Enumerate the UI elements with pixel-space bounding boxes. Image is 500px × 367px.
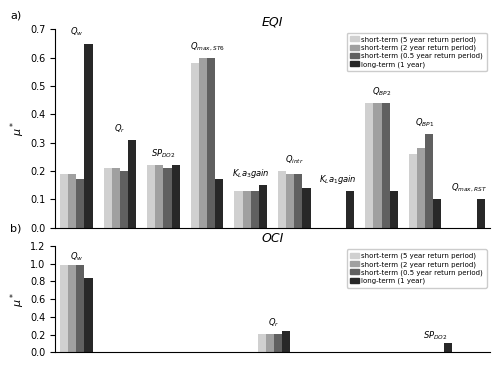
Bar: [258, 334, 266, 352]
Text: $Q_w$: $Q_w$: [70, 250, 83, 263]
Bar: [477, 199, 485, 228]
Bar: [417, 148, 425, 228]
Text: $Q_r$: $Q_r$: [268, 317, 280, 330]
Text: b): b): [10, 223, 22, 233]
Y-axis label: $\mu^*$: $\mu^*$: [8, 292, 27, 306]
Title: EQI: EQI: [262, 15, 283, 28]
Title: OCI: OCI: [262, 232, 283, 245]
Legend: short-term (5 year return period), short-term (2 year return period), short-term: short-term (5 year return period), short…: [346, 249, 486, 287]
Bar: [409, 154, 417, 228]
Bar: [433, 199, 442, 228]
Bar: [259, 185, 267, 228]
Bar: [120, 171, 128, 228]
Bar: [60, 174, 68, 228]
Bar: [104, 168, 112, 228]
Bar: [76, 265, 84, 352]
Bar: [112, 168, 120, 228]
Bar: [148, 165, 156, 228]
Text: $Q_{intr}$: $Q_{intr}$: [285, 153, 304, 166]
Text: $Q_{max,RST}$: $Q_{max,RST}$: [450, 182, 487, 194]
Bar: [234, 191, 242, 228]
Bar: [164, 168, 172, 228]
Bar: [278, 171, 286, 228]
Bar: [215, 179, 224, 228]
Bar: [425, 134, 433, 228]
Bar: [294, 174, 302, 228]
Bar: [68, 265, 76, 352]
Bar: [250, 191, 259, 228]
Bar: [76, 179, 84, 228]
Legend: short-term (5 year return period), short-term (2 year return period), short-term: short-term (5 year return period), short…: [346, 33, 486, 71]
Bar: [68, 174, 76, 228]
Text: $Q_{BP1}$: $Q_{BP1}$: [416, 116, 434, 129]
Bar: [302, 188, 310, 228]
Text: $SP_{DO2}$: $SP_{DO2}$: [151, 148, 176, 160]
Bar: [60, 265, 68, 352]
Bar: [274, 334, 282, 352]
Bar: [242, 191, 250, 228]
Text: $K_La_3$gain: $K_La_3$gain: [232, 167, 270, 180]
Text: $SP_{DO2}$: $SP_{DO2}$: [424, 329, 448, 342]
Bar: [156, 165, 164, 228]
Bar: [286, 174, 294, 228]
Bar: [199, 58, 207, 228]
Bar: [374, 103, 382, 228]
Text: $Q_r$: $Q_r$: [114, 122, 126, 135]
Bar: [366, 103, 374, 228]
Bar: [172, 165, 179, 228]
Bar: [444, 344, 452, 352]
Bar: [84, 278, 92, 352]
Bar: [390, 191, 398, 228]
Bar: [382, 103, 390, 228]
Bar: [346, 191, 354, 228]
Y-axis label: $\mu^*$: $\mu^*$: [8, 121, 27, 136]
Text: $Q_w$: $Q_w$: [70, 26, 83, 39]
Bar: [266, 334, 274, 352]
Text: $Q_{max,ST6}$: $Q_{max,ST6}$: [190, 40, 224, 52]
Bar: [84, 44, 92, 228]
Bar: [282, 331, 290, 352]
Bar: [191, 63, 199, 228]
Text: a): a): [10, 10, 21, 20]
Text: $K_La_1$gain: $K_La_1$gain: [319, 172, 356, 186]
Text: $Q_{BP2}$: $Q_{BP2}$: [372, 86, 391, 98]
Bar: [207, 58, 215, 228]
Bar: [128, 140, 136, 228]
